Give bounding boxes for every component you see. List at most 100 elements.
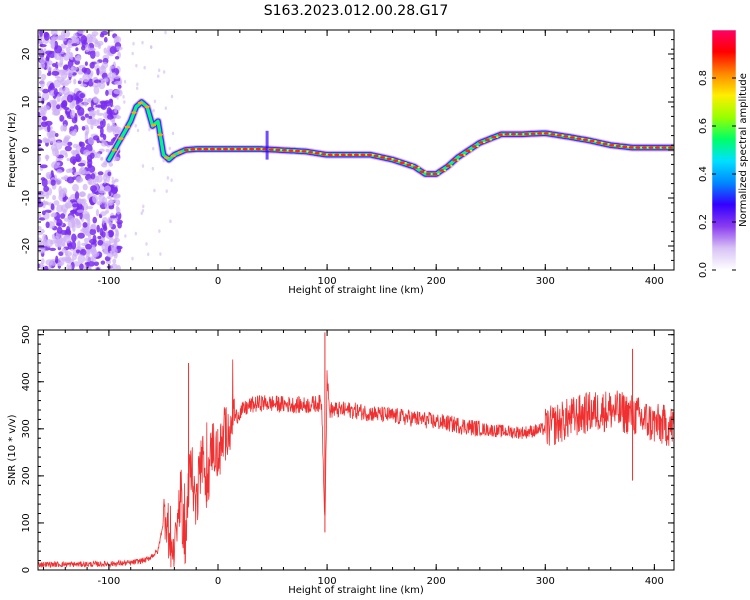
noise-blob — [58, 251, 64, 257]
ridge-peak — [281, 149, 288, 152]
ridge-peak — [476, 145, 479, 148]
noise-blob — [86, 40, 94, 44]
x-tick-label: 400 — [645, 276, 664, 287]
noise-blob — [152, 108, 155, 113]
ridge-peak — [209, 147, 216, 151]
noise-blob — [58, 185, 63, 195]
ridge-peak — [524, 132, 530, 136]
ridge-peak — [295, 149, 301, 153]
noise-blob — [100, 141, 108, 147]
ridge-peak — [314, 151, 320, 155]
ridge-peak — [430, 173, 434, 175]
noise-blob — [54, 148, 60, 158]
ridge-peak — [576, 137, 582, 140]
noise-blob — [59, 213, 66, 219]
noise-blob — [54, 52, 62, 61]
y-tick-label: 200 — [21, 466, 32, 485]
figure-title: S163.2023.012.00.28.G17 — [264, 3, 449, 19]
noise-blob — [90, 185, 98, 192]
ridge-peak — [221, 148, 224, 150]
noise-blob — [81, 67, 88, 73]
noise-blob — [81, 170, 88, 175]
noise-blob — [166, 176, 170, 180]
noise-blob — [140, 211, 143, 216]
ridge-peak — [495, 136, 499, 139]
ridge-peak — [312, 151, 316, 154]
noise-blob — [141, 208, 145, 213]
noise-blob — [53, 235, 60, 244]
noise-blob — [113, 193, 121, 199]
noise-blob — [149, 45, 153, 49]
colorbar-gradient — [712, 30, 736, 270]
ridge-peak — [478, 141, 484, 144]
x-tick-label: -100 — [98, 276, 121, 287]
ridge-peak — [581, 137, 584, 140]
colorbar: 0.0 0.2 0.4 0.6 0.8 Normalized spectral ampl… — [698, 29, 749, 278]
ridge-peak — [196, 147, 203, 151]
plot-frame — [37, 329, 675, 571]
noise-blob — [60, 204, 69, 213]
ridge-peak — [306, 150, 309, 153]
noise-blob — [91, 113, 96, 118]
noise-blob — [79, 92, 86, 99]
noise-blob — [100, 260, 106, 265]
noise-blob — [57, 62, 64, 66]
ridge-peak — [236, 147, 242, 151]
noise-blob — [116, 114, 119, 119]
ridge-peak — [661, 146, 667, 149]
ridge-peak — [406, 163, 412, 167]
noise-blob — [61, 140, 69, 147]
noise-blob — [106, 114, 114, 120]
y-tick-label: 0 — [21, 567, 32, 573]
ridge-peak — [633, 146, 637, 149]
x-tick-label: 0 — [215, 276, 221, 287]
noise-blob — [97, 171, 104, 176]
x-tick-label: 300 — [536, 276, 555, 287]
ridge-peak — [646, 146, 650, 149]
ridge-peak — [131, 111, 137, 114]
ridge-peak — [432, 172, 438, 176]
noise-blob — [54, 133, 59, 138]
noise-blob — [132, 41, 135, 46]
noise-blob — [109, 250, 112, 255]
noise-blob — [96, 200, 103, 206]
noise-blob — [164, 106, 168, 110]
noise-blob — [114, 46, 123, 51]
noise-blob — [64, 251, 73, 257]
noise-blob — [52, 98, 57, 108]
noise-blob — [63, 54, 70, 61]
ridge-peak — [482, 141, 486, 144]
noise-blob — [102, 173, 108, 182]
noise-blob — [66, 176, 75, 184]
ridge-peak — [360, 153, 366, 157]
ridge-peak — [450, 164, 453, 167]
noise-blob — [69, 199, 78, 203]
noise-blob — [40, 121, 49, 128]
x-tick-label: 100 — [318, 276, 337, 287]
noise-blob — [85, 243, 92, 250]
noise-blob — [62, 100, 68, 108]
noise-blob — [123, 79, 127, 84]
noise-blob — [90, 172, 96, 180]
ridge-peak — [260, 148, 263, 150]
noise-blob — [50, 203, 55, 211]
noise-blob — [103, 222, 107, 230]
noise-blob — [141, 40, 144, 45]
noise-blob — [38, 111, 41, 117]
ridge-peak — [345, 153, 349, 156]
ridge-peak — [574, 136, 578, 139]
noise-blob — [61, 187, 68, 195]
noise-blob — [131, 256, 134, 261]
noise-blob — [90, 122, 94, 130]
x-tick-label: 200 — [427, 576, 446, 587]
y-tick-label: 100 — [21, 513, 32, 532]
noise-blob — [115, 205, 119, 211]
noise-blob — [76, 209, 85, 213]
noise-blob — [38, 225, 42, 230]
ridge-peak — [124, 125, 131, 129]
snr-panel: -100 0 100 200 300 400 0 100 200 300 400 500 Height… — [7, 325, 675, 596]
noise-blob — [61, 71, 68, 80]
ridge-peak — [469, 149, 473, 152]
noise-blob — [152, 146, 155, 151]
ridge-peak — [249, 147, 255, 151]
